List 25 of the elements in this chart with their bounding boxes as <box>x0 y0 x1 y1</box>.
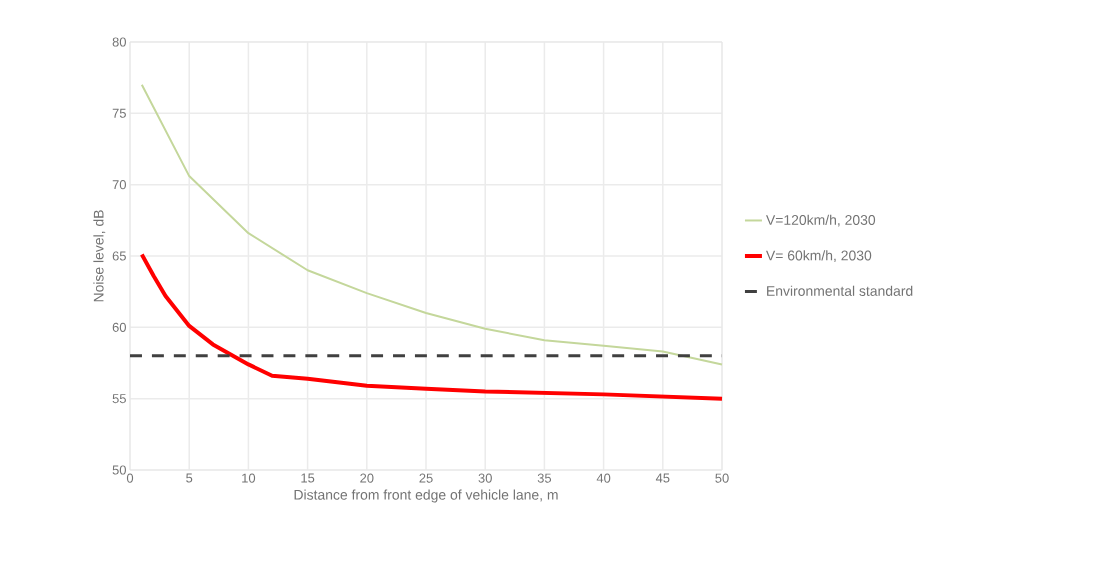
y-tick-label: 65 <box>112 251 126 261</box>
legend-label: V=120km/h, 2030 <box>766 214 876 227</box>
x-tick-label: 40 <box>596 473 611 483</box>
x-axis-title: Distance from front edge of vehicle lane, m <box>294 489 558 503</box>
x-tick-label: 50 <box>715 473 729 483</box>
x-tick-label: 25 <box>419 473 433 483</box>
y-tick-label: 50 <box>112 465 126 475</box>
line-series <box>140 83 724 366</box>
x-tick-label: 20 <box>360 473 374 483</box>
x-tick-label: 10 <box>242 473 256 483</box>
legend-label: V= 60km/h, 2030 <box>766 250 872 263</box>
x-tick-label: 45 <box>655 473 670 483</box>
y-tick-label: 75 <box>112 108 126 118</box>
x-tick-label: 15 <box>301 473 315 483</box>
y-tick-label: 70 <box>112 180 126 190</box>
x-tick-label: 35 <box>537 473 552 483</box>
legend-label: Environmental standard <box>767 285 913 296</box>
x-tick-label: 5 <box>186 473 193 483</box>
x-tick-label: 0 <box>126 473 134 483</box>
y-tick-label: 80 <box>112 37 126 47</box>
y-tick-label: 60 <box>112 322 126 332</box>
x-tick-label: 30 <box>478 473 492 483</box>
y-tick-label: 55 <box>112 394 126 404</box>
y-axis-title: Noise level, dB <box>93 210 106 302</box>
line-series <box>139 252 725 401</box>
